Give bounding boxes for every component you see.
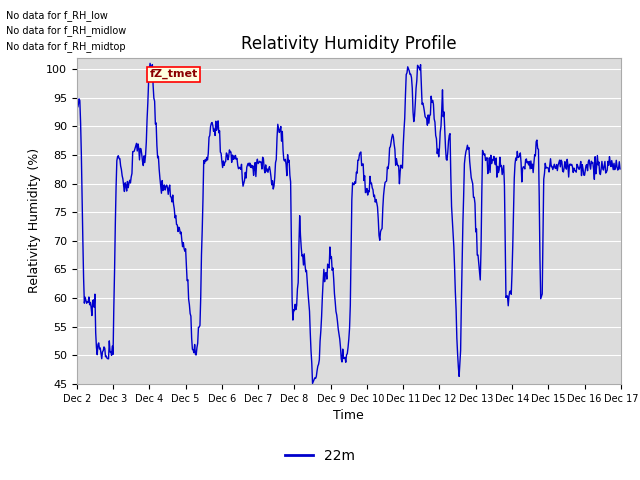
Text: No data for f_RH_midlow: No data for f_RH_midlow — [6, 25, 127, 36]
Text: No data for f_RH_low: No data for f_RH_low — [6, 10, 108, 21]
Y-axis label: Relativity Humidity (%): Relativity Humidity (%) — [28, 148, 40, 293]
Text: No data for f_RH_midtop: No data for f_RH_midtop — [6, 41, 126, 52]
Text: fZ_tmet: fZ_tmet — [149, 69, 198, 79]
Legend: 22m: 22m — [280, 443, 360, 468]
Title: Relativity Humidity Profile: Relativity Humidity Profile — [241, 35, 456, 53]
X-axis label: Time: Time — [333, 409, 364, 422]
